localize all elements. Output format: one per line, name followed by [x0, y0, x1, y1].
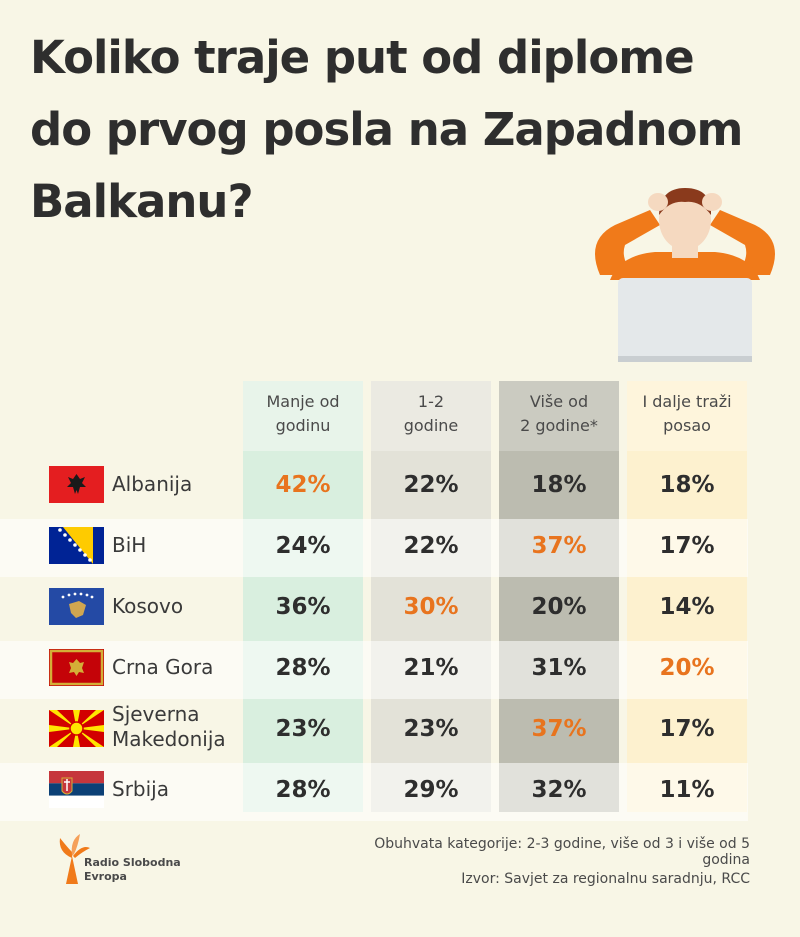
value-cell: 31% — [531, 655, 587, 681]
logo-line: Radio Slobodna — [84, 856, 181, 869]
country-label: Sjeverna Makedonija — [112, 702, 226, 752]
albania-flag — [49, 466, 104, 503]
country-label: Albanija — [112, 472, 192, 497]
value-cell: 29% — [403, 777, 459, 803]
value-cell: 11% — [659, 777, 715, 803]
montenegro-flag — [49, 649, 104, 686]
country-label-line: Crna Gora — [112, 655, 214, 679]
header-line: I dalje traži — [642, 392, 732, 411]
country-label-line: Albanija — [112, 472, 193, 496]
value-cell: 17% — [659, 533, 715, 559]
value-cell: 28% — [275, 777, 331, 803]
column-header-more-than-2-years: Više od 2 godine* — [499, 390, 619, 438]
value-cell: 23% — [403, 716, 459, 742]
country-label-line: Srbija — [112, 777, 169, 801]
country-label-line: Kosovo — [112, 594, 184, 618]
table-row-kosovo: Kosovo 36% 30% 20% 14% — [0, 578, 800, 636]
country-label-line: Makedonija — [112, 727, 226, 751]
value-cell: 20% — [659, 655, 715, 681]
table-row-sjeverna-makedonija: Sjeverna Makedonija 23% 23% 37% 17% — [0, 700, 800, 758]
column-bg-more-than-2-years — [499, 381, 619, 812]
value-cell: 37% — [531, 533, 587, 559]
chart-title: Koliko traje put od diplome do prvog pos… — [30, 22, 790, 238]
header-bg — [371, 381, 491, 451]
footnote: Obuhvata kategorije: 2-3 godine, više od… — [374, 836, 750, 868]
value-cell: 20% — [531, 594, 587, 620]
rse-logo-icon — [59, 834, 90, 884]
header-line: Više od — [529, 392, 589, 411]
header-line: godine — [403, 416, 459, 435]
header-bg — [243, 381, 363, 451]
column-header-still-searching: I dalje traži posao — [627, 390, 747, 438]
table-row-srbija: Srbija 28% 29% 32% 11% — [0, 761, 800, 819]
row-band — [0, 641, 748, 699]
serbia-flag — [49, 771, 104, 808]
title-line: do prvog posla na Zapadnom — [30, 103, 743, 156]
value-cell: 22% — [403, 533, 459, 559]
value-cell: 14% — [659, 594, 715, 620]
value-cell: 37% — [531, 716, 587, 742]
row-band — [0, 519, 748, 577]
column-bg-less-than-year — [243, 381, 363, 812]
logo-line: Evropa — [84, 870, 127, 883]
country-label-line: BiH — [112, 533, 147, 557]
value-cell: 32% — [531, 777, 587, 803]
value-cell: 24% — [275, 533, 331, 559]
header-line: 1-2 — [417, 392, 445, 411]
table-row-albanija: Albanija 42% 22% 18% 18% — [0, 456, 800, 514]
value-cell: 18% — [659, 472, 715, 498]
value-cell: 18% — [531, 472, 587, 498]
kosovo-flag — [49, 588, 104, 625]
country-label: Srbija — [112, 777, 169, 802]
country-label: Crna Gora — [112, 655, 213, 680]
country-label: BiH — [112, 533, 146, 558]
row-band — [0, 763, 748, 821]
bih-flag — [49, 527, 104, 564]
country-label-line: Sjeverna — [112, 702, 200, 726]
header-line: godinu — [275, 416, 331, 435]
column-bg-still-searching — [627, 381, 747, 812]
column-header-less-than-year: Manje od godinu — [243, 390, 363, 438]
value-cell: 42% — [275, 472, 331, 498]
source-text: Izvor: Savjet za regionalnu saradnju, RC… — [461, 871, 750, 887]
title-line: Balkanu? — [30, 175, 254, 228]
title-line: Koliko traje put od diplome — [30, 31, 695, 84]
value-cell: 21% — [403, 655, 459, 681]
value-cell: 17% — [659, 716, 715, 742]
header-line: Manje od — [266, 392, 340, 411]
column-header-1-2-years: 1-2 godine — [371, 390, 491, 438]
north-macedonia-flag — [49, 710, 104, 747]
header-line: posao — [663, 416, 711, 435]
table-row-bih: BiH 24% 22% 37% 17% — [0, 517, 800, 575]
header-bg — [499, 381, 619, 451]
column-bg-1-2-years — [371, 381, 491, 812]
value-cell: 22% — [403, 472, 459, 498]
table-row-crna-gora: Crna Gora 28% 21% 31% 20% — [0, 639, 800, 697]
stressed-person-illustration — [595, 188, 775, 362]
value-cell: 30% — [403, 594, 459, 620]
value-cell: 28% — [275, 655, 331, 681]
header-bg — [627, 381, 747, 451]
logo-wordmark: Radio Slobodna Evropa — [84, 856, 181, 884]
country-label: Kosovo — [112, 594, 183, 619]
header-line: 2 godine* — [520, 416, 598, 435]
value-cell: 23% — [275, 716, 331, 742]
value-cell: 36% — [275, 594, 331, 620]
